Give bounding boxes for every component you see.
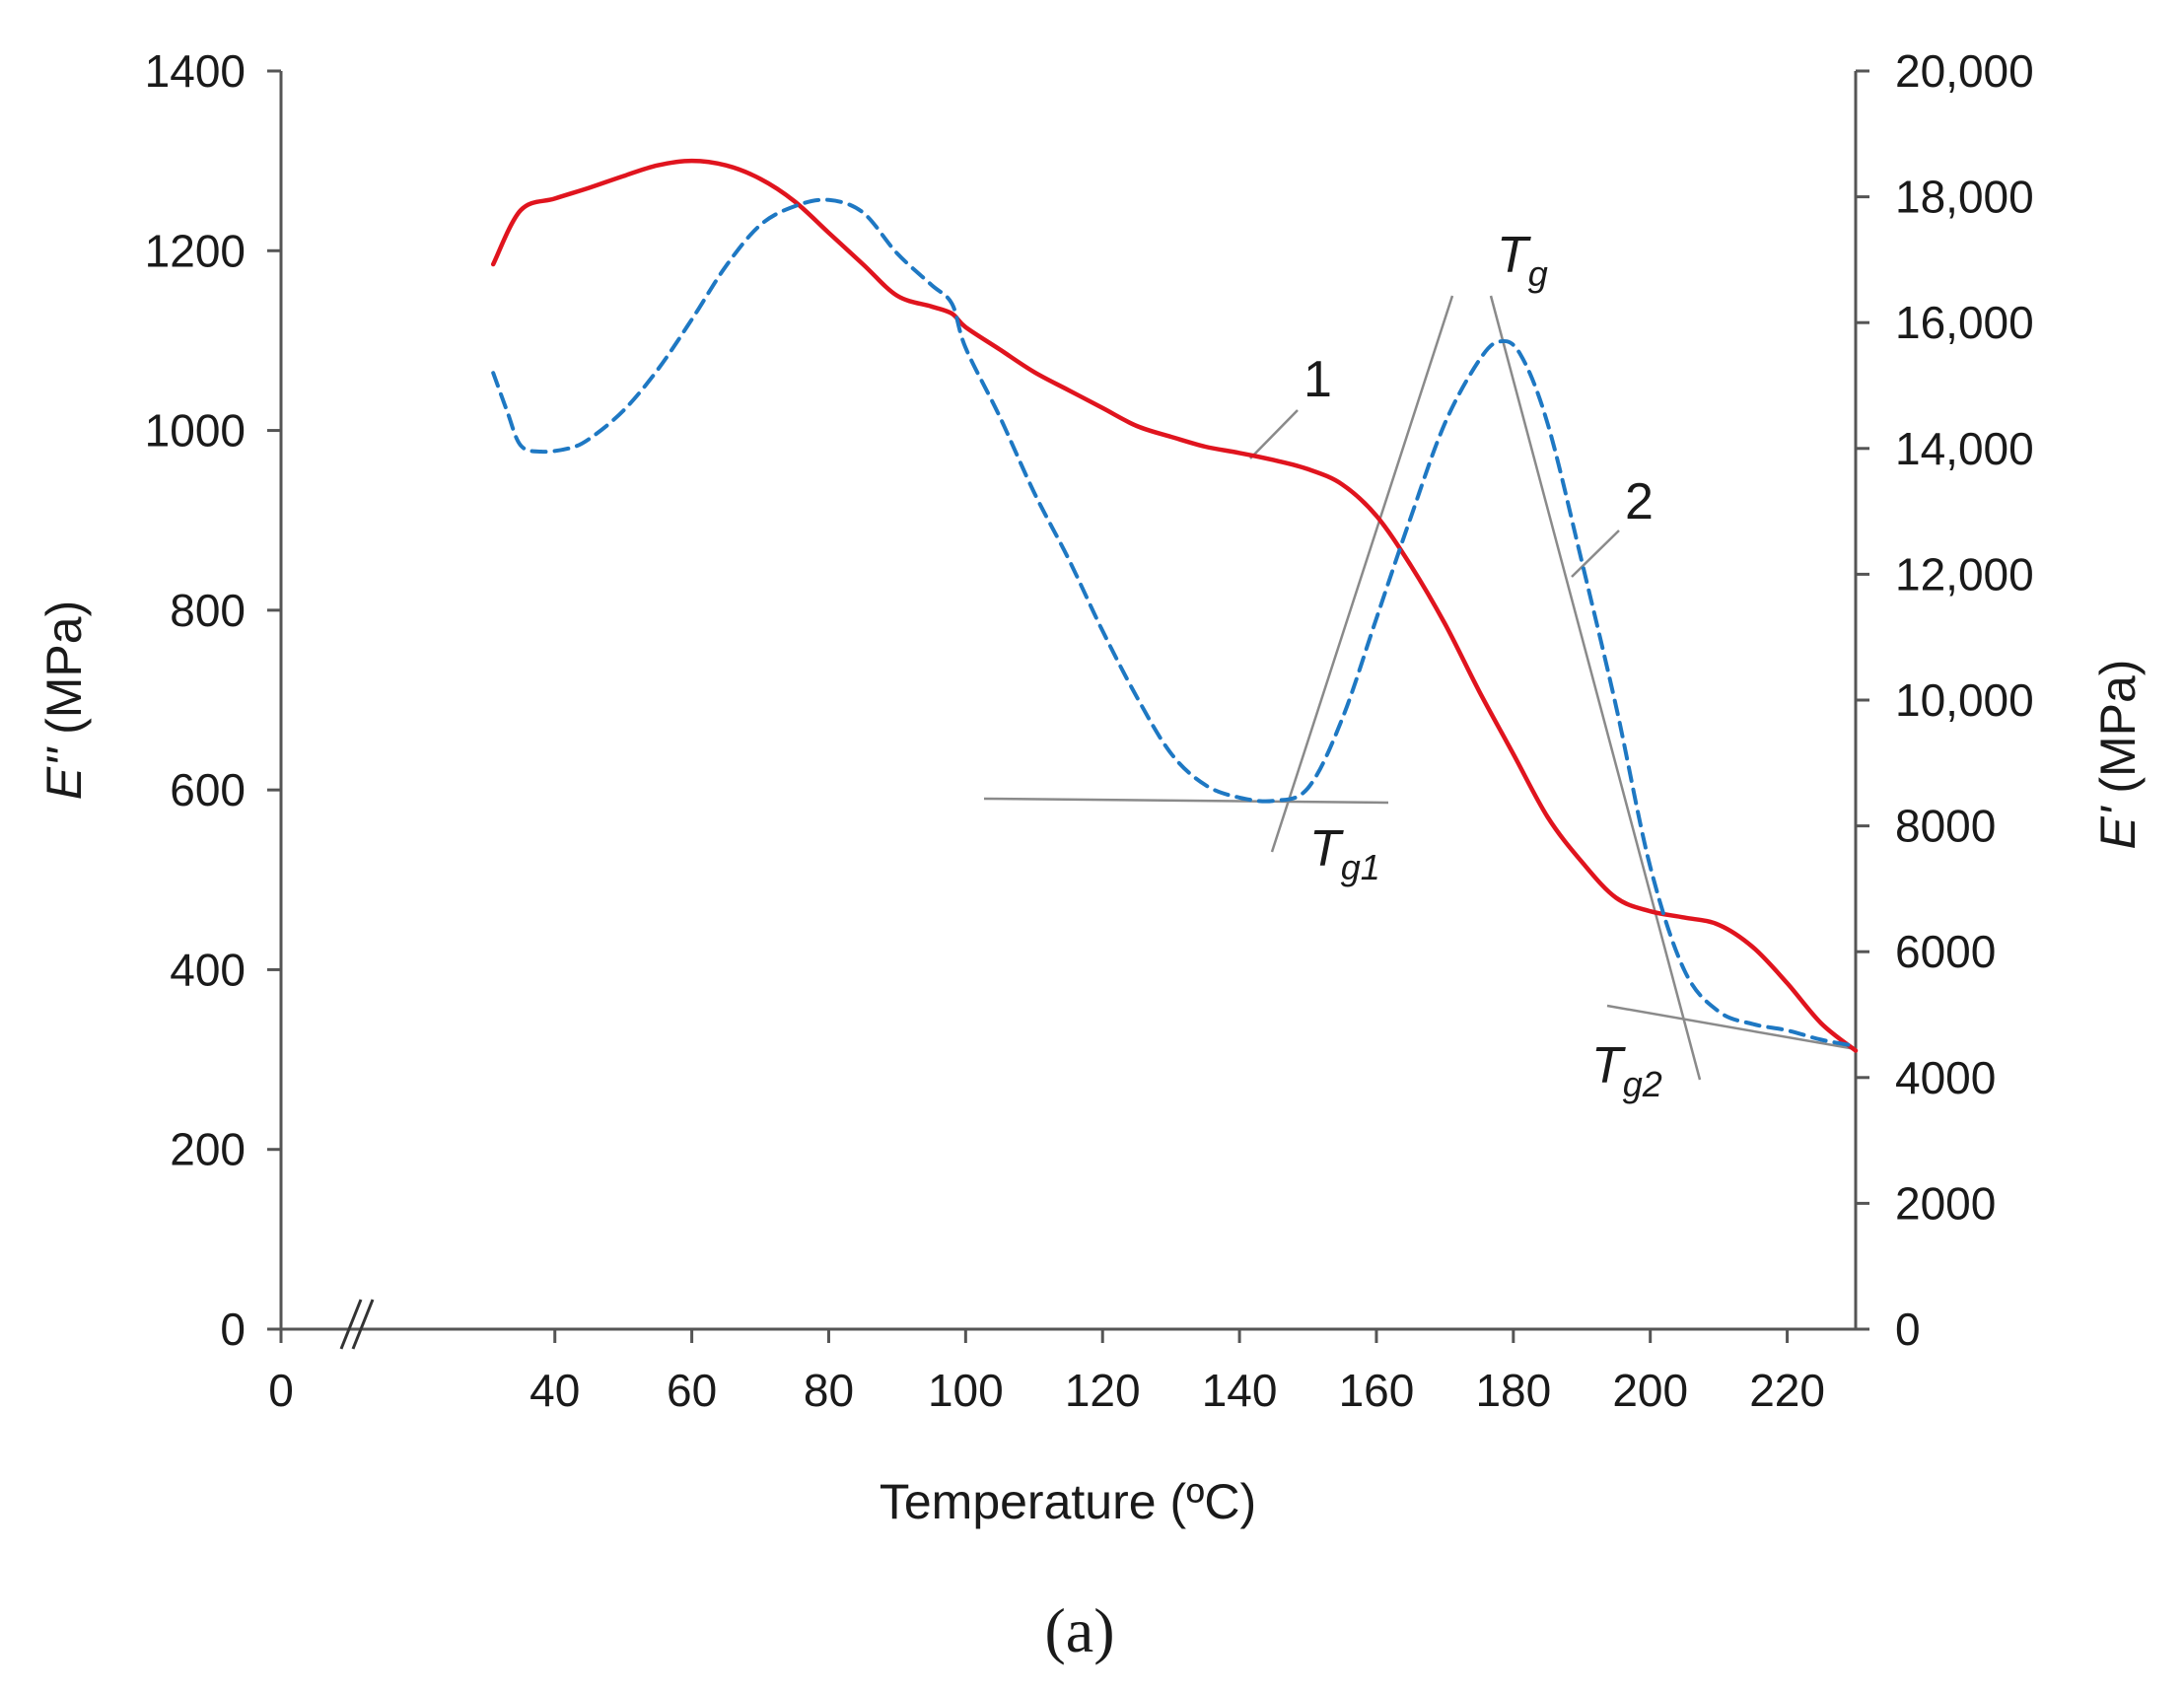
series-line-2 xyxy=(491,197,1858,1048)
figure-caption: (a) xyxy=(1044,1595,1114,1665)
left-tick-label: 1000 xyxy=(145,405,246,457)
right-tick-label: 20,000 xyxy=(1895,45,2034,97)
right-y-ticks: 0 2000 4000 6000 8000 10,000 12,000 14,000 16,00… xyxy=(1856,45,2034,1355)
right-y-axis-title: E' (MPa) xyxy=(2090,660,2146,850)
x-tick-label: 100 xyxy=(928,1365,1004,1416)
x-tick-label: 160 xyxy=(1339,1365,1415,1416)
series-label-2: 2 xyxy=(1625,473,1654,530)
left-tick-label: 1400 xyxy=(145,45,246,97)
x-tick-label: 80 xyxy=(804,1365,854,1416)
right-tick-label: 8000 xyxy=(1895,801,1996,852)
right-tick-label: 2000 xyxy=(1895,1177,1996,1229)
x-tick-label: 40 xyxy=(529,1365,580,1416)
left-tick-label: 800 xyxy=(170,585,246,636)
x-tick-label: 120 xyxy=(1065,1365,1141,1416)
tg1-label: Tg1 xyxy=(1309,820,1380,887)
left-tick-label: 600 xyxy=(170,764,246,815)
x-tick-label: 180 xyxy=(1475,1365,1551,1416)
left-tick-label: 1200 xyxy=(145,225,246,276)
x-tick-label: 200 xyxy=(1612,1365,1688,1416)
tg2-label: Tg2 xyxy=(1591,1037,1662,1104)
axis-break-mark xyxy=(339,1299,375,1350)
baseline-tangent-tg2 xyxy=(1606,1004,1857,1051)
x-tick-label: 220 xyxy=(1749,1365,1825,1416)
x-tick-label: 140 xyxy=(1202,1365,1278,1416)
series-layer xyxy=(490,158,1859,1053)
series-line-1 xyxy=(490,158,1859,1053)
left-tick-label: 400 xyxy=(170,944,246,995)
right-tick-label: 4000 xyxy=(1895,1052,1996,1103)
falling-tangent xyxy=(1489,295,1702,1081)
right-tick-label: 12,000 xyxy=(1895,548,2034,600)
left-y-ticks: 0 200 400 600 800 1000 1200 1400 xyxy=(145,45,281,1355)
annotations: 1 2 Tg Tg1 Tg2 xyxy=(1303,227,1662,1104)
series-label-1: 1 xyxy=(1303,351,1332,408)
axes-layer xyxy=(279,71,1858,1350)
x-tick-label: 60 xyxy=(667,1365,717,1416)
tangent-lines xyxy=(983,295,1857,1081)
baseline-tangent-tg1 xyxy=(983,797,1389,805)
leader-line-1 xyxy=(1249,409,1299,459)
left-tick-label: 0 xyxy=(220,1304,246,1355)
rising-tangent xyxy=(1270,295,1454,853)
x-ticks: 0 40 60 80 100 120 140 160 180 200 220 xyxy=(268,1329,1825,1416)
leader-line-2 xyxy=(1571,529,1620,578)
tg-label: Tg xyxy=(1497,227,1548,294)
right-tick-label: 10,000 xyxy=(1895,674,2034,726)
right-tick-label: 0 xyxy=(1895,1304,1921,1355)
right-tick-label: 14,000 xyxy=(1895,423,2034,474)
left-tick-label: 200 xyxy=(170,1124,246,1175)
right-tick-label: 6000 xyxy=(1895,926,1996,977)
x-tick-label: 0 xyxy=(268,1365,294,1416)
x-axis-title: Temperature (ºC) xyxy=(880,1474,1256,1529)
right-tick-label: 16,000 xyxy=(1895,297,2034,348)
right-tick-label: 18,000 xyxy=(1895,172,2034,223)
left-y-axis-title: E'' (MPa) xyxy=(36,600,92,800)
